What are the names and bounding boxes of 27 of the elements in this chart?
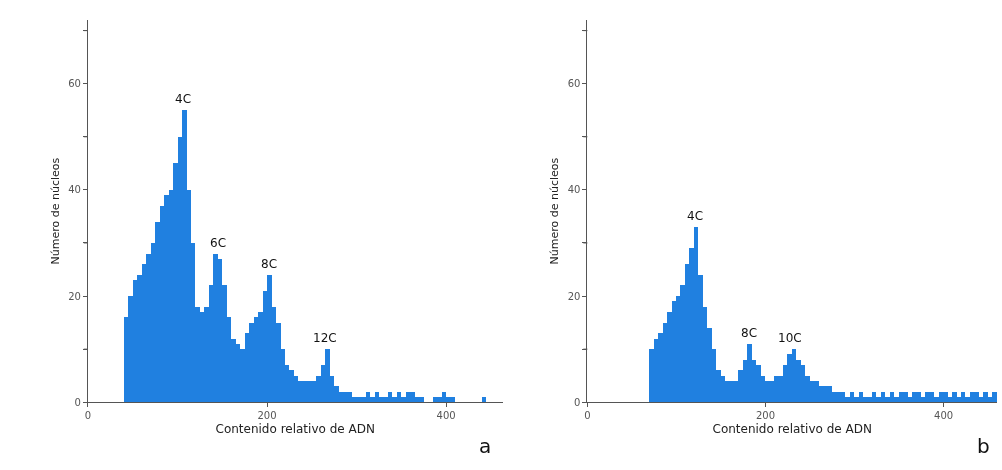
y-tick-label: 20 [567,290,581,302]
y-tick-label: 60 [567,78,581,90]
y-tick-label: 40 [68,184,81,196]
x-tick-label: 200 [755,410,776,422]
annotation: 8C [261,257,278,271]
y-axis-title: Número de núcleos [548,157,562,265]
annotation: 8C [741,326,758,340]
text: b [977,434,990,458]
annotation: 10C [778,331,802,345]
text: a [479,434,492,458]
x-tick-label: 0 [84,410,92,422]
annotation: 4C [175,92,192,106]
x-tick-label: 0 [584,410,591,422]
y-tick-label: 20 [68,290,81,302]
x-axis-title: Contenido relativo de ADN [215,422,375,437]
annotation: 12C [313,331,337,345]
x-tick-label: 400 [436,410,456,422]
annotation: 4C [687,209,704,223]
x-tick-label: 400 [934,410,954,422]
y-tick-label: 0 [74,396,81,408]
x-axis-title: Contenido relativo de ADN [712,422,872,437]
annotation: 6C [210,236,227,250]
y-tick-label: 0 [574,396,581,408]
y-tick-label: 40 [567,184,581,196]
x-tick-label: 200 [257,410,277,422]
y-axis-title: Número de núcleos [48,157,62,265]
y-tick-label: 60 [68,78,81,90]
